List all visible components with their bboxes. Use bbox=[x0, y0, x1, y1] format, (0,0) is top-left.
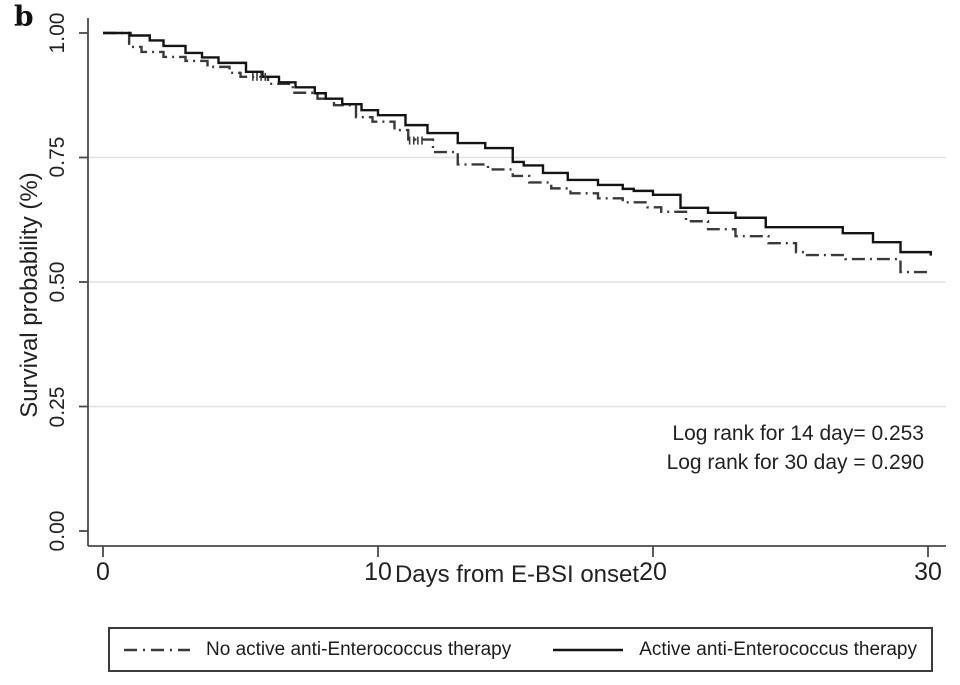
panel-label: b bbox=[14, 0, 34, 33]
legend-entry-active-therapy: Active anti-Enterococcus therapy bbox=[551, 639, 917, 661]
y-tick-label-1.00: 1.00 bbox=[46, 12, 69, 54]
survival-curve-no-active-therapy bbox=[103, 31, 931, 274]
legend-label-active-therapy: Active anti-Enterococcus therapy bbox=[639, 638, 917, 660]
x-tick-label-30: 30 bbox=[914, 558, 942, 586]
survival-curve-active-therapy bbox=[103, 31, 932, 256]
legend: No active anti-Enterococcus therapy Acti… bbox=[108, 627, 933, 672]
log-rank-annotation: Log rank for 14 day= 0.253 Log rank for … bbox=[667, 419, 924, 477]
x-tick-label-0: 0 bbox=[96, 558, 110, 586]
y-tick-label-0.00: 0.00 bbox=[46, 510, 69, 552]
y-tick-label-0.75: 0.75 bbox=[46, 136, 69, 178]
log-rank-14day-text: Log rank for 14 day= 0.253 bbox=[672, 422, 924, 445]
dash-dot-line-icon bbox=[124, 648, 190, 651]
legend-entry-no-active-therapy: No active anti-Enterococcus therapy bbox=[122, 639, 511, 661]
y-tick-label-0.50: 0.50 bbox=[46, 261, 69, 303]
y-tick-label-0.25: 0.25 bbox=[46, 386, 69, 428]
solid-line-icon bbox=[553, 648, 624, 651]
log-rank-30day-text: Log rank for 30 day = 0.290 bbox=[666, 451, 924, 474]
legend-label-no-active-therapy: No active anti-Enterococcus therapy bbox=[206, 638, 512, 660]
x-axis-title: Days from E-BSI onset bbox=[394, 561, 640, 588]
x-tick-label-20: 20 bbox=[639, 558, 667, 586]
x-tick-label-10: 10 bbox=[364, 558, 392, 586]
